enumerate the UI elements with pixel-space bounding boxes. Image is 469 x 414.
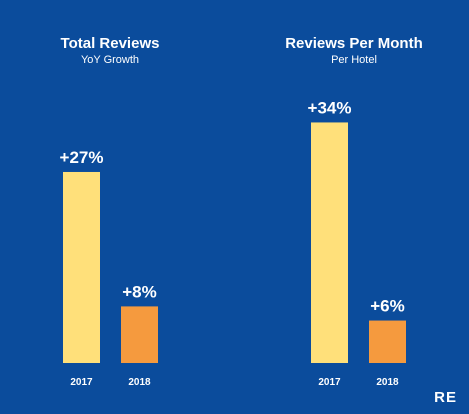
chart-2-tick-label-2017: 2017: [318, 377, 341, 388]
brand-logo: RE: [434, 389, 457, 406]
chart-2-title: Reviews Per Month: [285, 35, 423, 52]
chart-1-heading: Total Reviews YoY Growth: [10, 35, 210, 67]
chart-2-subtitle: Per Hotel: [331, 54, 377, 66]
chart-1-tick-label-2017: 2017: [70, 377, 93, 388]
chart-2-bar-2018: [369, 320, 406, 363]
chart-1-data-label-2018: +8%: [122, 282, 157, 301]
chart-2-data-label-2018: +6%: [370, 297, 405, 316]
chart-1-subtitle: YoY Growth: [80, 54, 140, 66]
chart-1-title: Total Reviews: [60, 35, 160, 52]
chart-2-heading: Reviews Per Month Per Hotel: [254, 35, 454, 67]
chart-2-tick-label-2018: 2018: [376, 377, 399, 388]
chart-1-bar-2018: [121, 306, 158, 363]
chart-1-tick-label-2018: 2018: [128, 377, 151, 388]
chart-1-bar-2017: [63, 171, 100, 363]
chart-1-data-label-2017: +27%: [60, 148, 104, 167]
chart-2-data-label-2017: +34%: [308, 98, 352, 117]
chart-2-bar-2017: [311, 122, 348, 363]
